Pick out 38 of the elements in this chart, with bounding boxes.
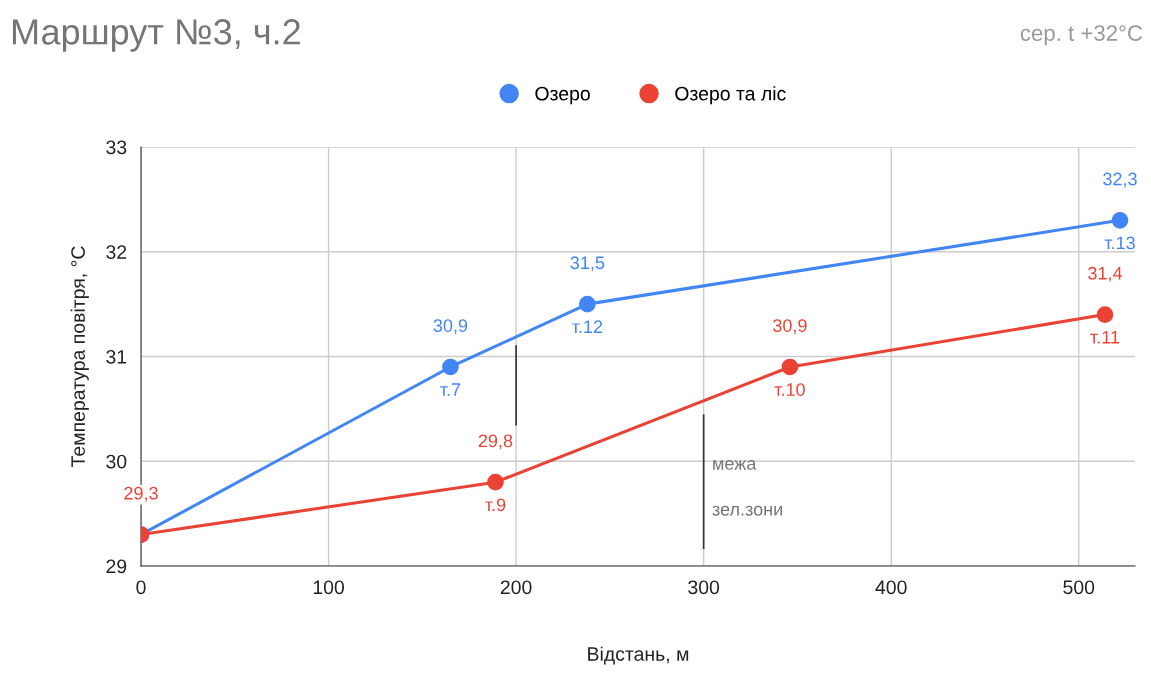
legend-label: Озеро та ліс [675, 86, 786, 105]
annotation: т.10 [774, 383, 805, 396]
point [579, 295, 596, 313]
point [442, 358, 459, 376]
point [487, 473, 504, 491]
x-tick-label: 100 [313, 580, 345, 595]
x-tick-label: 200 [500, 580, 532, 595]
data-label: 30,9 [773, 319, 807, 335]
x-tick-label: 300 [688, 580, 720, 595]
data-label: 31,5 [570, 256, 605, 272]
y-tick-label: 33 [106, 140, 127, 155]
x-tick-label: 500 [1063, 580, 1095, 595]
x-tick-label: 0 [136, 580, 146, 595]
x-tick-label: 400 [875, 580, 907, 595]
data-label: 29,8 [478, 434, 513, 450]
y-tick-label: 30 [106, 454, 127, 469]
data-label: 30,9 [433, 319, 468, 335]
annotation: межа [713, 459, 757, 470]
y-tick-label: 29 [106, 559, 127, 574]
annotation: т.7 [440, 383, 461, 396]
y-tick-label: 32 [106, 245, 127, 259]
annotation: т.13 [1104, 236, 1135, 250]
y-axis-title: Температура повітря, °C [70, 246, 89, 467]
text: сер. t +32°C [1020, 25, 1143, 46]
annotation: т.12 [571, 320, 603, 333]
data-label: 29,3 [124, 486, 158, 502]
annotation: т.11 [1090, 330, 1120, 344]
annotation: т.9 [485, 498, 506, 512]
y-tick-label: 31 [106, 349, 127, 364]
chart-title: Маршрут №3, ч.2 [12, 19, 300, 52]
annotation: зел.зони [712, 505, 782, 516]
x-axis-title: Відстань, м [588, 646, 689, 665]
point [781, 358, 799, 376]
data-label: 31,4 [1088, 266, 1123, 282]
legend-label: Озеро [535, 86, 590, 105]
point [1111, 211, 1129, 229]
data-label: 32,3 [1103, 172, 1137, 188]
point [1096, 306, 1114, 323]
